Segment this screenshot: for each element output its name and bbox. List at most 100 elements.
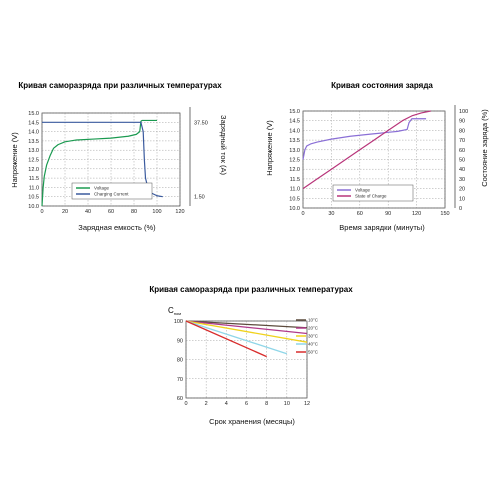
legend-label: Voltage [94, 186, 110, 191]
x-tick-label: 0 [301, 211, 304, 217]
tick-labels: 0 20 40 60 80 100 120 10.0 10.5 11.0 11.5 12.0 12.5 1… [28, 111, 207, 215]
y-tick-label: 13.5 [289, 138, 300, 144]
x-tick-label: 30 [328, 211, 334, 217]
x-tick-label: 100 [152, 209, 161, 215]
x-tick-label: 80 [131, 209, 137, 215]
x-tick-label: 60 [108, 209, 114, 215]
y-tick-label: 11.0 [29, 185, 39, 191]
x-tick-label: 0 [40, 209, 43, 215]
x-tick-label: 40 [85, 209, 91, 215]
series-line-3 [185, 320, 288, 355]
series-line-1 [185, 320, 308, 335]
y2-tick-label: 30 [459, 177, 465, 183]
x-tick-label: 10 [284, 401, 290, 407]
y-tick-label: 10.5 [28, 195, 39, 201]
legend-box [332, 184, 414, 202]
legend-label: Voltage [355, 188, 371, 193]
y2-axis-label: Зарядный ток (A) [219, 115, 228, 175]
legend-label: 40°C [308, 342, 319, 347]
y2-tick-label: 40 [459, 167, 465, 173]
x-tick-label: 150 [440, 211, 449, 217]
y-tick-label: 100 [174, 319, 183, 325]
y-tick-label: 11.5 [290, 177, 300, 183]
x-axis-label: Время зарядки (минуты) [339, 223, 425, 232]
chart-title: Кривая саморазряда при различных темпера… [149, 285, 353, 294]
y2-tick-label: 80 [459, 128, 465, 134]
y-tick-label: 10.5 [289, 196, 300, 202]
y-tick-label: 90 [177, 338, 183, 344]
y2-axis-label: Состояние заряда (%) [480, 109, 489, 187]
y2-tick-label: 20 [459, 187, 465, 193]
y-tick-label: 10.0 [289, 206, 300, 212]
grid [185, 320, 308, 399]
y-axis-label-main: C [168, 306, 174, 315]
y-axis-label-sub: ном [174, 311, 181, 316]
legend-label: State of Charge [355, 194, 387, 199]
y2-tick-label: 90 [459, 119, 465, 125]
y-tick-label: 13.0 [28, 148, 39, 154]
x-tick-label: 0 [184, 401, 187, 407]
series-line-0 [41, 119, 157, 207]
y-tick-label: 12.5 [28, 158, 39, 164]
chart-title: Кривая состояния заряда [331, 81, 433, 90]
y-axis-label: Напряжение (V) [10, 132, 19, 188]
x-tick-label: 8 [265, 401, 268, 407]
x-tick-label: 2 [205, 401, 208, 407]
x-tick-label: 120 [412, 211, 421, 217]
x-tick-label: 120 [175, 209, 184, 215]
tick-labels: 0 30 60 90 120 150 10.0 10.5 11.0 11.5 12.0 12.5 13.… [289, 109, 468, 217]
y-tick-label: 13.5 [28, 139, 39, 145]
legend-label: 50°C [308, 350, 319, 355]
legend-label: Charging Current [94, 192, 129, 197]
y-tick-label: 10.0 [28, 204, 39, 210]
y2-tick-label: 10 [459, 196, 465, 202]
x-tick-label: 20 [62, 209, 68, 215]
y-tick-label: 80 [177, 358, 183, 364]
legend-label: 30°C [308, 334, 319, 339]
y-tick-label: 15.0 [28, 111, 39, 117]
tick-labels: 0 2 4 6 8 10 12 60 70 80 90 100 [174, 319, 310, 407]
series-line-1 [302, 110, 431, 190]
legend: 10°C 20°C 30°C 40°C 50°C [296, 318, 319, 355]
y2-tick-label: 100 [459, 109, 468, 115]
y-tick-label: 15.0 [289, 109, 300, 115]
y2-tick-label: 50 [459, 158, 465, 164]
y2-tick-label: 0 [459, 206, 462, 212]
x-tick-label: 12 [304, 401, 310, 407]
y-tick-label: 70 [177, 377, 183, 383]
y-tick-label: 13.0 [289, 148, 300, 154]
series-lines [302, 110, 431, 190]
x-tick-label: 60 [357, 211, 363, 217]
y-axis-label: Cном [168, 306, 181, 316]
legend-label: 20°C [308, 326, 319, 331]
y-tick-label: 14.5 [289, 119, 300, 125]
y-tick-label: 11.5 [29, 176, 39, 182]
y-tick-label: 14.0 [28, 130, 39, 136]
y2-tick-label: 37.50 [194, 120, 208, 126]
y2-tick-label: 60 [459, 148, 465, 154]
series-line-4 [185, 320, 267, 358]
x-tick-label: 4 [225, 401, 228, 407]
x-tick-label: 6 [245, 401, 248, 407]
y-tick-label: 14.5 [28, 120, 39, 126]
y-tick-label: 12.0 [289, 167, 300, 173]
x-axis-label: Зарядная емкость (%) [78, 223, 156, 232]
x-tick-label: 90 [385, 211, 391, 217]
legend-box [71, 182, 153, 200]
y-tick-label: 12.0 [28, 167, 39, 173]
y-tick-label: 12.5 [289, 158, 300, 164]
legend-label: 10°C [308, 318, 319, 323]
series-line-0 [185, 320, 308, 329]
y2-tick-label: 70 [459, 138, 465, 144]
y-tick-label: 14.0 [289, 128, 300, 134]
y-axis-label: Напряжение (V) [265, 120, 274, 176]
x-axis-label: Срок хранения (месяцы) [209, 417, 295, 426]
y-tick-label: 60 [177, 396, 183, 402]
series-line-0 [302, 118, 427, 160]
y2-tick-label: 1.50 [194, 195, 205, 201]
